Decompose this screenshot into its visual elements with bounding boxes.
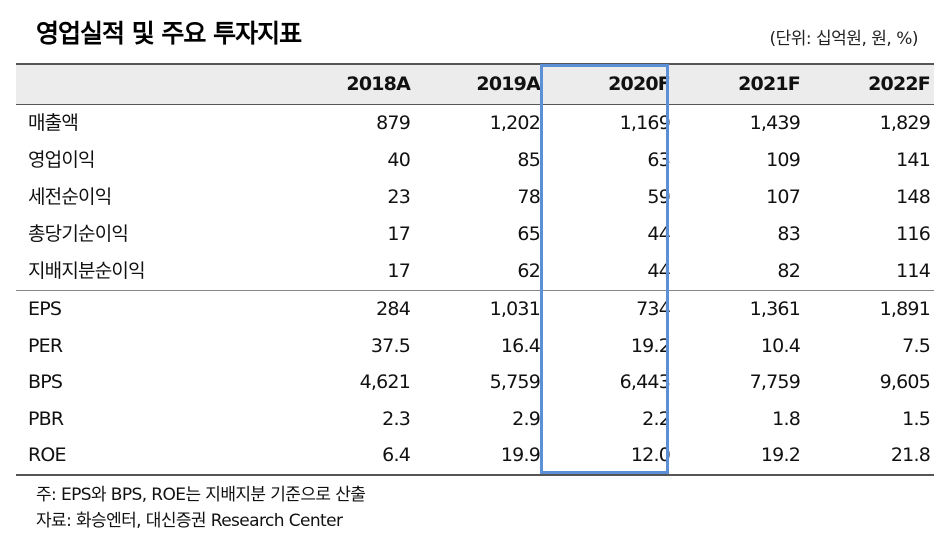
table-cell: 62 [517,260,540,282]
header-border [16,104,934,105]
column-header-2021F: 2021F [738,73,801,95]
table-cell: 23 [387,186,410,208]
table-cell: 2.9 [512,407,541,430]
table-row: 세전순이익 23 78 59 107 148 [16,179,934,216]
table-cell: 12.0 [630,444,671,467]
bottom-border [16,474,934,476]
table-cell: 1,031 [489,298,541,320]
table-cell: 19.2 [760,444,801,467]
row-label: 지배지분순이익 [28,260,146,282]
row-label: BPS [28,371,63,394]
source-note: 자료: 화승엔터, 대신증권 Research Center [36,511,343,531]
row-label: PBR [28,407,64,430]
header-row: 2018A 2019A 2020F 2021F 2022F [16,64,934,104]
table-cell: 40 [387,149,410,171]
table-cell: 78 [517,186,540,208]
table-cell: 6.4 [382,444,411,467]
table-cell: 1,169 [619,112,671,134]
row-label: 세전순이익 [28,186,112,208]
table-cell: 1,361 [749,298,801,320]
row-label: EPS [28,298,62,320]
table-cell: 1.5 [902,407,931,430]
table-cell: 10.4 [760,334,801,357]
top-border [16,63,934,65]
table-cell: 9,605 [879,371,931,394]
row-label: 영업이익 [28,149,96,171]
table-cell: 734 [636,298,671,320]
table-row: 영업이익 40 85 63 109 141 [16,142,934,179]
table-row: EPS 284 1,031 734 1,361 1,891 [16,291,934,328]
table-cell: 63 [647,149,670,171]
table-cell: 59 [647,186,670,208]
table-cell: 107 [766,186,801,208]
table-cell: 17 [387,260,410,282]
table-cell: 6,443 [619,371,671,394]
row-label: 매출액 [28,112,79,134]
row-label: PER [28,334,63,357]
unit-label: (단위: 십억원, 원, %) [769,29,918,49]
column-header-2022F: 2022F [868,73,931,95]
table-cell: 2.3 [382,407,411,430]
table-cell: 83 [777,223,800,245]
table-cell: 85 [517,149,540,171]
table-cell: 21.8 [890,444,931,467]
table-cell: 44 [647,260,670,282]
table-row: PER 37.5 16.4 19.2 10.4 7.5 [16,328,934,365]
table-cell: 116 [896,223,931,245]
table-cell: 109 [766,149,801,171]
table-cell: 17 [387,223,410,245]
column-header-2019A: 2019A [476,73,540,95]
group-divider [16,290,934,291]
table-cell: 7,759 [749,371,801,394]
table-row: BPS 4,621 5,759 6,443 7,759 9,605 [16,364,934,401]
table-cell: 7.5 [902,334,931,357]
table-row: 총당기순이익 17 65 44 83 116 [16,216,934,253]
table-cell: 2.2 [642,407,671,430]
table-title: 영업실적 및 주요 투자지표 [36,19,302,48]
table-cell: 37.5 [370,334,411,357]
header-background [16,64,934,104]
row-label: 총당기순이익 [28,223,129,245]
table-cell: 16.4 [500,334,541,357]
table-row: ROE 6.4 19.9 12.0 19.2 21.8 [16,437,934,474]
table-cell: 4,621 [359,371,411,394]
table-cell: 1,829 [879,112,931,134]
column-header-2018A: 2018A [346,73,410,95]
table-cell: 148 [896,186,931,208]
table-cell: 44 [647,223,670,245]
table-cell: 19.2 [630,334,671,357]
table-row: 지배지분순이익 17 62 44 82 114 [16,253,934,290]
footnote: 주: EPS와 BPS, ROE는 지배지분 기준으로 산출 [36,485,366,505]
table-cell: 1,891 [879,298,931,320]
table-cell: 65 [517,223,540,245]
table-row: PBR 2.3 2.9 2.2 1.8 1.5 [16,401,934,438]
table-cell: 879 [376,112,411,134]
table-cell: 1.8 [772,407,801,430]
table-cell: 19.9 [500,444,541,467]
table-cell: 1,439 [749,112,801,134]
row-label: ROE [28,444,67,467]
column-header-2020F: 2020F [608,73,671,95]
table-cell: 114 [896,260,931,282]
table-cell: 141 [896,149,931,171]
table-cell: 82 [777,260,800,282]
table-cell: 5,759 [489,371,541,394]
table-cell: 1,202 [489,112,541,134]
table-cell: 284 [376,298,411,320]
table-row: 매출액 879 1,202 1,169 1,439 1,829 [16,105,934,142]
